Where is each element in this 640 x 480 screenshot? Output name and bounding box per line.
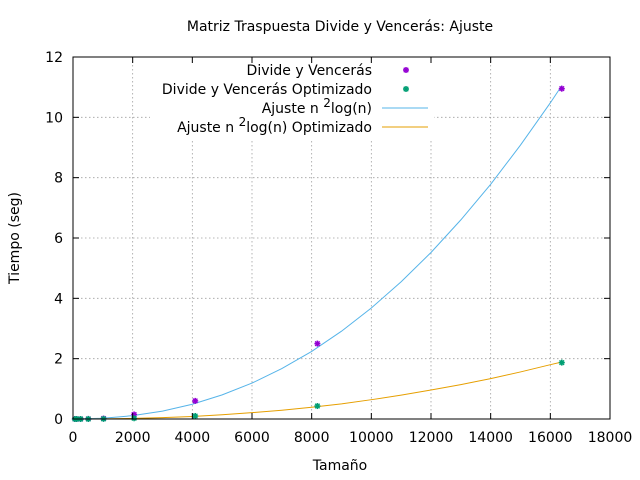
legend-label-2: Ajuste n 2log(n) [262, 96, 372, 117]
data-point-series-0 [314, 340, 321, 347]
x-tick-label: 16000 [528, 430, 573, 446]
y-tick-label: 8 [54, 171, 63, 187]
x-tick-label: 14000 [468, 430, 513, 446]
y-tick-label: 6 [54, 231, 63, 247]
grid-lines [73, 57, 610, 419]
y-axis-title: Tiempo (seg) [7, 192, 23, 285]
legend-label-1: Divide y Vencerás Optimizado [162, 82, 372, 98]
legend: Divide y Vencerás Divide y Vencerás Optim… [162, 63, 428, 136]
legend-label-suffix: log(n) Optimizado [246, 120, 372, 136]
data-point-series-0 [558, 85, 565, 92]
chart-title: Matriz Traspuesta Divide y Vencerás: Aju… [187, 19, 493, 35]
x-tick-label: 4000 [175, 430, 211, 446]
y-tick-label: 4 [54, 291, 63, 307]
x-tick-label: 10000 [349, 430, 394, 446]
legend-label-prefix: Ajuste n [262, 101, 324, 117]
legend-label-exponent: 2 [239, 115, 247, 129]
fit-line-series-3 [72, 361, 562, 420]
y-tick-label: 0 [54, 412, 63, 428]
y-tick-label: 2 [54, 352, 63, 368]
axis-ticks: 0 2000 4000 6000 8000 10000 12000 14000 16000 180… [45, 50, 632, 446]
x-tick-label: 6000 [234, 430, 270, 446]
legend-label-prefix: Ajuste n [177, 120, 239, 136]
legend-marker-0 [403, 67, 409, 73]
data-point-series-1 [131, 415, 138, 422]
data-point-series-1 [192, 412, 199, 419]
data-point-series-1 [314, 403, 321, 410]
x-tick-label: 2000 [115, 430, 151, 446]
x-axis-title: Tamaño [312, 458, 367, 474]
legend-background [150, 58, 434, 140]
data-point-series-0 [192, 397, 199, 404]
legend-label-3: Ajuste n 2log(n) Optimizado [177, 115, 372, 136]
x-tick-label: 18000 [588, 430, 633, 446]
y-tick-label: 10 [45, 110, 63, 126]
legend-label-suffix: log(n) [331, 101, 372, 117]
x-tick-label: 8000 [294, 430, 330, 446]
legend-label-0: Divide y Vencerás [247, 63, 372, 79]
x-tick-label: 0 [69, 430, 78, 446]
y-tick-label: 12 [45, 50, 63, 66]
fit-line-series-2 [72, 85, 563, 420]
legend-label-exponent: 2 [323, 96, 331, 110]
x-tick-label: 12000 [409, 430, 454, 446]
legend-marker-1 [403, 86, 409, 92]
data-point-series-1 [558, 359, 565, 366]
